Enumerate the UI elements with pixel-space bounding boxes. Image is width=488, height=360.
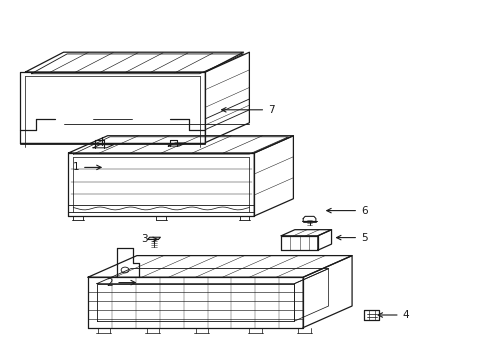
Text: 5: 5 [336, 233, 367, 243]
Text: 6: 6 [326, 206, 367, 216]
Text: 3: 3 [141, 234, 157, 244]
Text: 4: 4 [377, 310, 408, 320]
Text: 1: 1 [72, 162, 101, 172]
Text: 7: 7 [221, 105, 274, 115]
Text: 2: 2 [106, 278, 135, 288]
